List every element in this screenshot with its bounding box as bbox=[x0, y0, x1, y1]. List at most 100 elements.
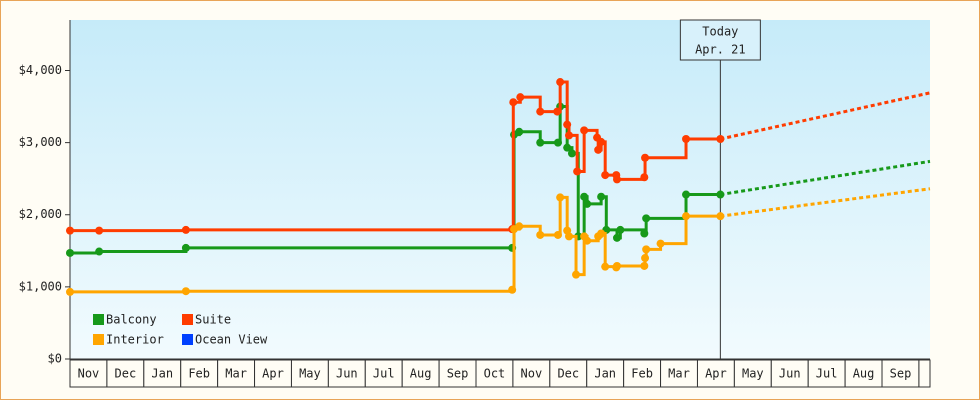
x-tick-label: Jul bbox=[373, 367, 395, 381]
month-box bbox=[401, 359, 440, 388]
x-tick-label: Feb bbox=[631, 367, 653, 381]
price-point bbox=[613, 175, 622, 184]
y-tick-label: $4,000 bbox=[19, 63, 62, 77]
forecast-line bbox=[720, 159, 931, 197]
price-point bbox=[613, 261, 622, 270]
legend-swatch bbox=[182, 334, 193, 345]
x-tick-label: Jun bbox=[336, 367, 358, 381]
x-tick-label: Aug bbox=[410, 367, 432, 381]
month-box bbox=[844, 359, 883, 388]
price-point bbox=[682, 135, 691, 144]
price-point bbox=[181, 287, 190, 296]
price-point bbox=[95, 247, 104, 256]
x-tick-label: May bbox=[299, 367, 321, 381]
month-box bbox=[770, 359, 809, 388]
price-point bbox=[565, 131, 574, 140]
price-point bbox=[616, 225, 625, 234]
price-point bbox=[553, 230, 562, 239]
x-tick-label: Nov bbox=[521, 367, 543, 381]
price-point bbox=[583, 236, 592, 245]
x-tick-label: Apr bbox=[705, 367, 727, 381]
x-tick-label: Mar bbox=[225, 367, 247, 381]
month-box bbox=[586, 359, 625, 388]
price-point bbox=[515, 222, 524, 231]
price-point bbox=[601, 171, 610, 180]
y-tick-label: $0 bbox=[48, 352, 62, 366]
x-tick-label: Jul bbox=[816, 367, 838, 381]
x-tick-label: Aug bbox=[853, 367, 875, 381]
plot-area bbox=[70, 20, 930, 359]
price-point bbox=[640, 261, 649, 270]
price-point bbox=[573, 167, 582, 176]
price-point bbox=[66, 226, 74, 235]
price-point bbox=[597, 229, 606, 238]
month-box bbox=[733, 359, 772, 388]
price-point bbox=[516, 93, 525, 102]
month-box bbox=[696, 359, 735, 388]
price-point bbox=[594, 145, 603, 154]
month-box bbox=[106, 359, 145, 388]
price-point bbox=[642, 214, 651, 223]
x-tick-label: Nov bbox=[78, 367, 100, 381]
month-box bbox=[881, 359, 920, 388]
price-point bbox=[641, 153, 650, 162]
price-point bbox=[536, 138, 545, 147]
price-point bbox=[583, 199, 592, 208]
legend-label: Interior bbox=[106, 333, 164, 347]
today-date: Apr. 21 bbox=[695, 43, 746, 57]
y-tick-label: $2,000 bbox=[19, 207, 62, 221]
price-point bbox=[556, 78, 565, 87]
month-box bbox=[660, 359, 698, 388]
price-point bbox=[641, 254, 650, 263]
price-point bbox=[601, 262, 610, 271]
price-point bbox=[66, 248, 74, 257]
month-box bbox=[918, 359, 931, 388]
x-tick-label: Dec bbox=[115, 367, 137, 381]
x-tick-label: Mar bbox=[668, 367, 690, 381]
price-point bbox=[580, 192, 589, 201]
forecast-line bbox=[720, 91, 931, 141]
price-point bbox=[682, 190, 691, 199]
price-point bbox=[563, 143, 572, 152]
price-point bbox=[536, 230, 545, 239]
price-point bbox=[613, 233, 622, 242]
price-point bbox=[567, 149, 576, 158]
price-point bbox=[597, 192, 606, 201]
month-box bbox=[807, 359, 846, 388]
month-box bbox=[327, 359, 366, 388]
price-point bbox=[536, 107, 545, 116]
legend-label: Balcony bbox=[106, 313, 157, 327]
price-point bbox=[563, 120, 572, 129]
y-tick-label: $1,000 bbox=[19, 279, 62, 293]
y-tick-label: $3,000 bbox=[19, 135, 62, 149]
x-tick-label: Jan bbox=[151, 367, 173, 381]
price-point bbox=[656, 239, 665, 248]
x-tick-label: Dec bbox=[557, 367, 579, 381]
price-point bbox=[181, 243, 190, 252]
x-tick-label: Oct bbox=[484, 367, 506, 381]
legend-label: Ocean View bbox=[195, 333, 268, 347]
price-point bbox=[556, 193, 565, 202]
x-tick-label: Sep bbox=[890, 367, 912, 381]
today-label: Today bbox=[702, 25, 738, 39]
price-point bbox=[553, 138, 562, 147]
x-tick-label: Apr bbox=[262, 367, 284, 381]
legend-swatch bbox=[93, 334, 104, 345]
today-box bbox=[679, 19, 761, 61]
x-tick-label: May bbox=[742, 367, 764, 381]
month-box bbox=[254, 359, 292, 388]
x-tick-label: Sep bbox=[447, 367, 469, 381]
month-box bbox=[549, 359, 588, 388]
x-tick-label: Jan bbox=[594, 367, 616, 381]
x-tick-label: Jun bbox=[779, 367, 801, 381]
price-point bbox=[509, 98, 518, 107]
price-point bbox=[682, 212, 691, 221]
price-point bbox=[580, 126, 589, 135]
price-point bbox=[640, 173, 649, 182]
price-point bbox=[565, 232, 574, 241]
forecast-line bbox=[720, 187, 931, 218]
price-point bbox=[181, 225, 190, 234]
legend-swatch bbox=[182, 314, 193, 325]
legend-label: Suite bbox=[195, 313, 231, 327]
